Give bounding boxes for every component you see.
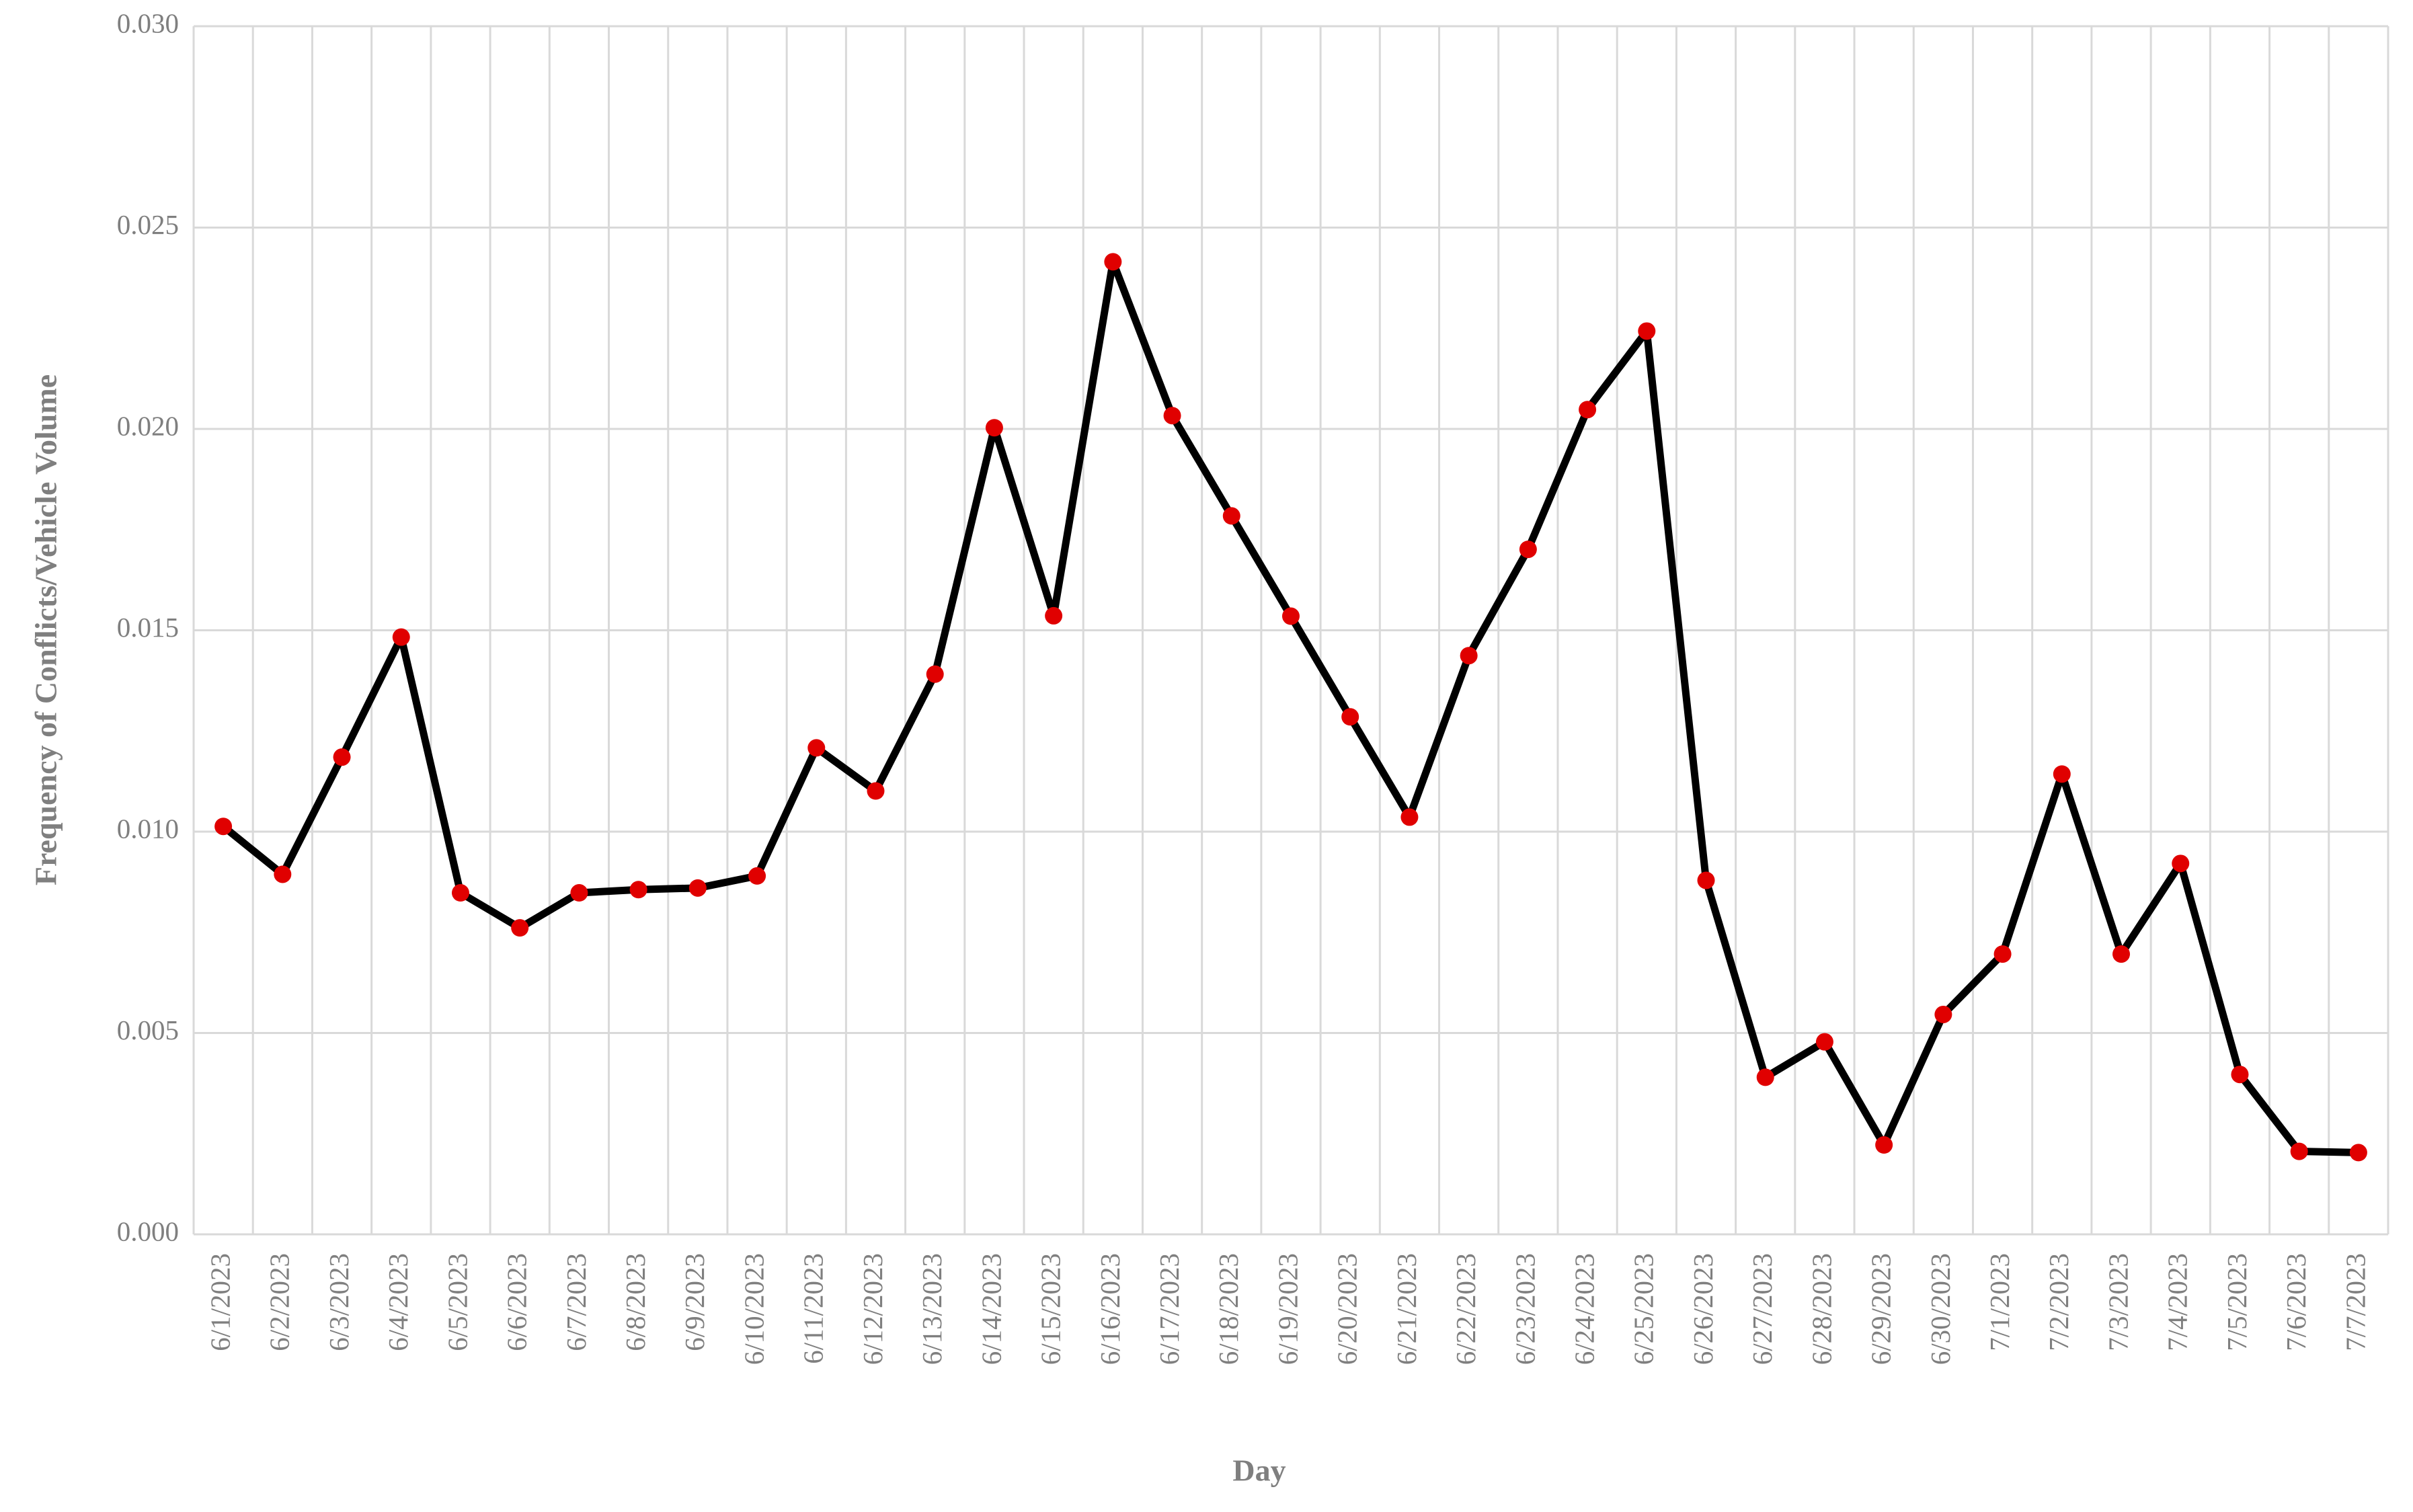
x-tick-label: 6/1/2023 bbox=[205, 1253, 236, 1351]
point bbox=[1875, 1136, 1893, 1154]
x-tick-label: 7/1/2023 bbox=[1984, 1253, 2015, 1351]
x-tick-label: 6/21/2023 bbox=[1391, 1253, 1422, 1365]
point bbox=[867, 782, 885, 800]
x-tick-label: 7/3/2023 bbox=[2102, 1253, 2133, 1351]
x-tick-label: 6/9/2023 bbox=[679, 1253, 710, 1351]
point bbox=[2349, 1144, 2367, 1162]
x-tick-label: 6/11/2023 bbox=[798, 1253, 829, 1364]
y-axis-title: Frequency of Conflicts/Vehicle Volume bbox=[29, 374, 63, 885]
x-tick-label: 6/19/2023 bbox=[1272, 1253, 1303, 1365]
point bbox=[1756, 1068, 1774, 1086]
point bbox=[629, 881, 647, 899]
x-tick-label: 6/12/2023 bbox=[857, 1253, 888, 1365]
point bbox=[1163, 407, 1181, 425]
x-tick-label: 6/5/2023 bbox=[442, 1253, 473, 1351]
x-tick-label: 7/4/2023 bbox=[2162, 1253, 2193, 1351]
x-tick-label: 6/14/2023 bbox=[976, 1253, 1006, 1365]
point bbox=[2053, 765, 2071, 783]
point bbox=[392, 628, 410, 646]
x-tick-label: 6/23/2023 bbox=[1509, 1253, 1540, 1365]
x-tick-label: 6/4/2023 bbox=[383, 1253, 413, 1351]
x-tick-label: 6/20/2023 bbox=[1332, 1253, 1363, 1365]
x-tick-label: 6/22/2023 bbox=[1450, 1253, 1481, 1365]
x-tick-label: 7/6/2023 bbox=[2281, 1253, 2311, 1351]
point bbox=[2172, 854, 2190, 873]
x-tick-label: 6/18/2023 bbox=[1213, 1253, 1244, 1365]
point bbox=[1519, 541, 1537, 559]
x-tick-label: 6/15/2023 bbox=[1035, 1253, 1066, 1365]
x-tick-label: 6/10/2023 bbox=[738, 1253, 769, 1365]
x-tick-label: 6/6/2023 bbox=[502, 1253, 532, 1351]
x-tick-label: 6/3/2023 bbox=[323, 1253, 354, 1351]
point bbox=[748, 867, 766, 885]
point bbox=[688, 879, 707, 897]
point bbox=[1341, 708, 1359, 726]
point bbox=[511, 919, 529, 937]
x-tick-label: 7/2/2023 bbox=[2043, 1253, 2074, 1351]
y-tick-label: 0.000 bbox=[117, 1216, 179, 1246]
x-tick-label: 6/29/2023 bbox=[1866, 1253, 1897, 1365]
x-tick-label: 7/7/2023 bbox=[2340, 1253, 2371, 1351]
point bbox=[1104, 253, 1122, 271]
y-tick-label: 0.025 bbox=[117, 209, 179, 240]
point bbox=[333, 748, 351, 766]
point bbox=[1638, 322, 1656, 340]
point bbox=[274, 865, 292, 883]
x-tick-label: 6/17/2023 bbox=[1154, 1253, 1185, 1365]
point bbox=[1282, 607, 1300, 625]
y-tick-label: 0.030 bbox=[117, 7, 179, 38]
x-tick-label: 6/2/2023 bbox=[264, 1253, 295, 1351]
point bbox=[570, 884, 588, 902]
x-tick-label: 6/24/2023 bbox=[1569, 1253, 1599, 1365]
x-tick-label: 6/30/2023 bbox=[1925, 1253, 1956, 1365]
y-tick-label: 0.010 bbox=[117, 813, 179, 844]
point bbox=[1222, 507, 1240, 525]
point bbox=[451, 884, 469, 902]
x-axis-title: Day bbox=[1232, 1454, 1285, 1488]
point bbox=[985, 419, 1003, 437]
x-tick-label: 6/16/2023 bbox=[1095, 1253, 1125, 1365]
point bbox=[1579, 401, 1597, 419]
point bbox=[807, 739, 826, 757]
point bbox=[926, 665, 944, 683]
point bbox=[1697, 871, 1715, 889]
x-tick-label: 6/25/2023 bbox=[1628, 1253, 1659, 1365]
point bbox=[1993, 945, 2012, 963]
y-tick-label: 0.020 bbox=[117, 410, 179, 441]
x-tick-label: 6/27/2023 bbox=[1747, 1253, 1778, 1365]
x-tick-label: 7/5/2023 bbox=[2221, 1253, 2252, 1351]
x-tick-label: 6/28/2023 bbox=[1806, 1253, 1837, 1365]
y-tick-label: 0.005 bbox=[117, 1014, 179, 1045]
line bbox=[221, 257, 2359, 1156]
point bbox=[1460, 647, 1478, 665]
point bbox=[1934, 1005, 1952, 1023]
y-tick-label: 0.015 bbox=[117, 612, 179, 643]
point bbox=[2231, 1066, 2249, 1084]
x-tick-label: 6/26/2023 bbox=[1688, 1253, 1718, 1365]
point bbox=[1045, 606, 1063, 625]
x-tick-label: 6/8/2023 bbox=[620, 1253, 651, 1351]
point bbox=[2112, 945, 2131, 963]
point bbox=[2290, 1142, 2308, 1160]
x-tick-label: 6/13/2023 bbox=[916, 1253, 947, 1365]
point bbox=[1400, 808, 1419, 826]
x-tick-label: 6/7/2023 bbox=[561, 1253, 592, 1351]
point bbox=[214, 818, 233, 836]
point bbox=[1815, 1033, 1833, 1051]
